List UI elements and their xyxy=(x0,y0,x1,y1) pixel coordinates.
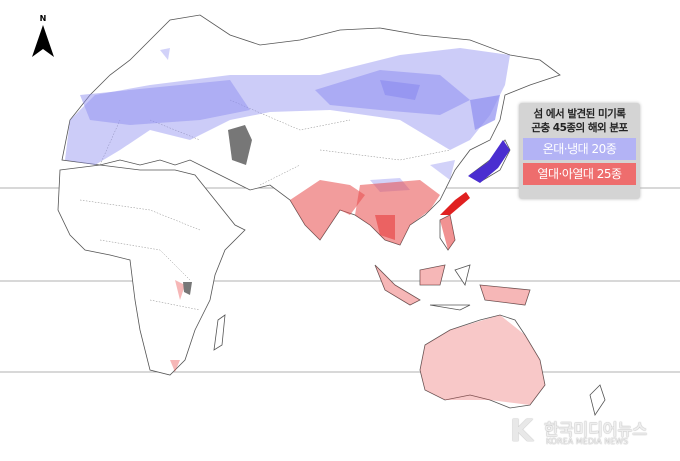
taiwan-okinawa-distribution xyxy=(440,192,470,215)
north-arrow: N xyxy=(30,14,56,63)
north-label: N xyxy=(39,14,47,23)
watermark-logo: K xyxy=(510,414,534,449)
australia-landmass xyxy=(419,314,546,409)
madagascar-landmass xyxy=(213,314,226,351)
africa-landmass xyxy=(57,164,246,376)
new-zealand-landmass xyxy=(589,384,606,416)
tropical-distribution xyxy=(170,180,545,405)
eurasia-landmass xyxy=(61,14,561,246)
legend-title: 섬 에서 발견된 미기록 곤충 45종의 해외 분포 xyxy=(519,107,640,135)
temperate-distribution xyxy=(65,48,510,192)
legend-title-line1: 섬 에서 발견된 미기록 xyxy=(533,108,626,120)
japan-temperate-distribution xyxy=(468,140,510,183)
watermark-name: 한국미디어뉴스 xyxy=(544,420,648,439)
legend-item-temperate: 온대·냉대 20종 xyxy=(523,138,636,160)
country-borders xyxy=(79,99,451,311)
gray-region xyxy=(183,125,252,295)
legend-title-line2: 곤충 45종의 해외 분포 xyxy=(531,122,628,134)
watermark-subtitle: KOREA MEDIA NEWS xyxy=(546,437,629,446)
legend: 섬 에서 발견된 미기록 곤충 45종의 해외 분포 온대·냉대 20종 열대·… xyxy=(519,103,640,199)
indonesia-islands xyxy=(374,264,531,311)
legend-item-tropical: 열대·아열대 25종 xyxy=(523,163,636,185)
north-arrow-icon xyxy=(32,25,54,57)
